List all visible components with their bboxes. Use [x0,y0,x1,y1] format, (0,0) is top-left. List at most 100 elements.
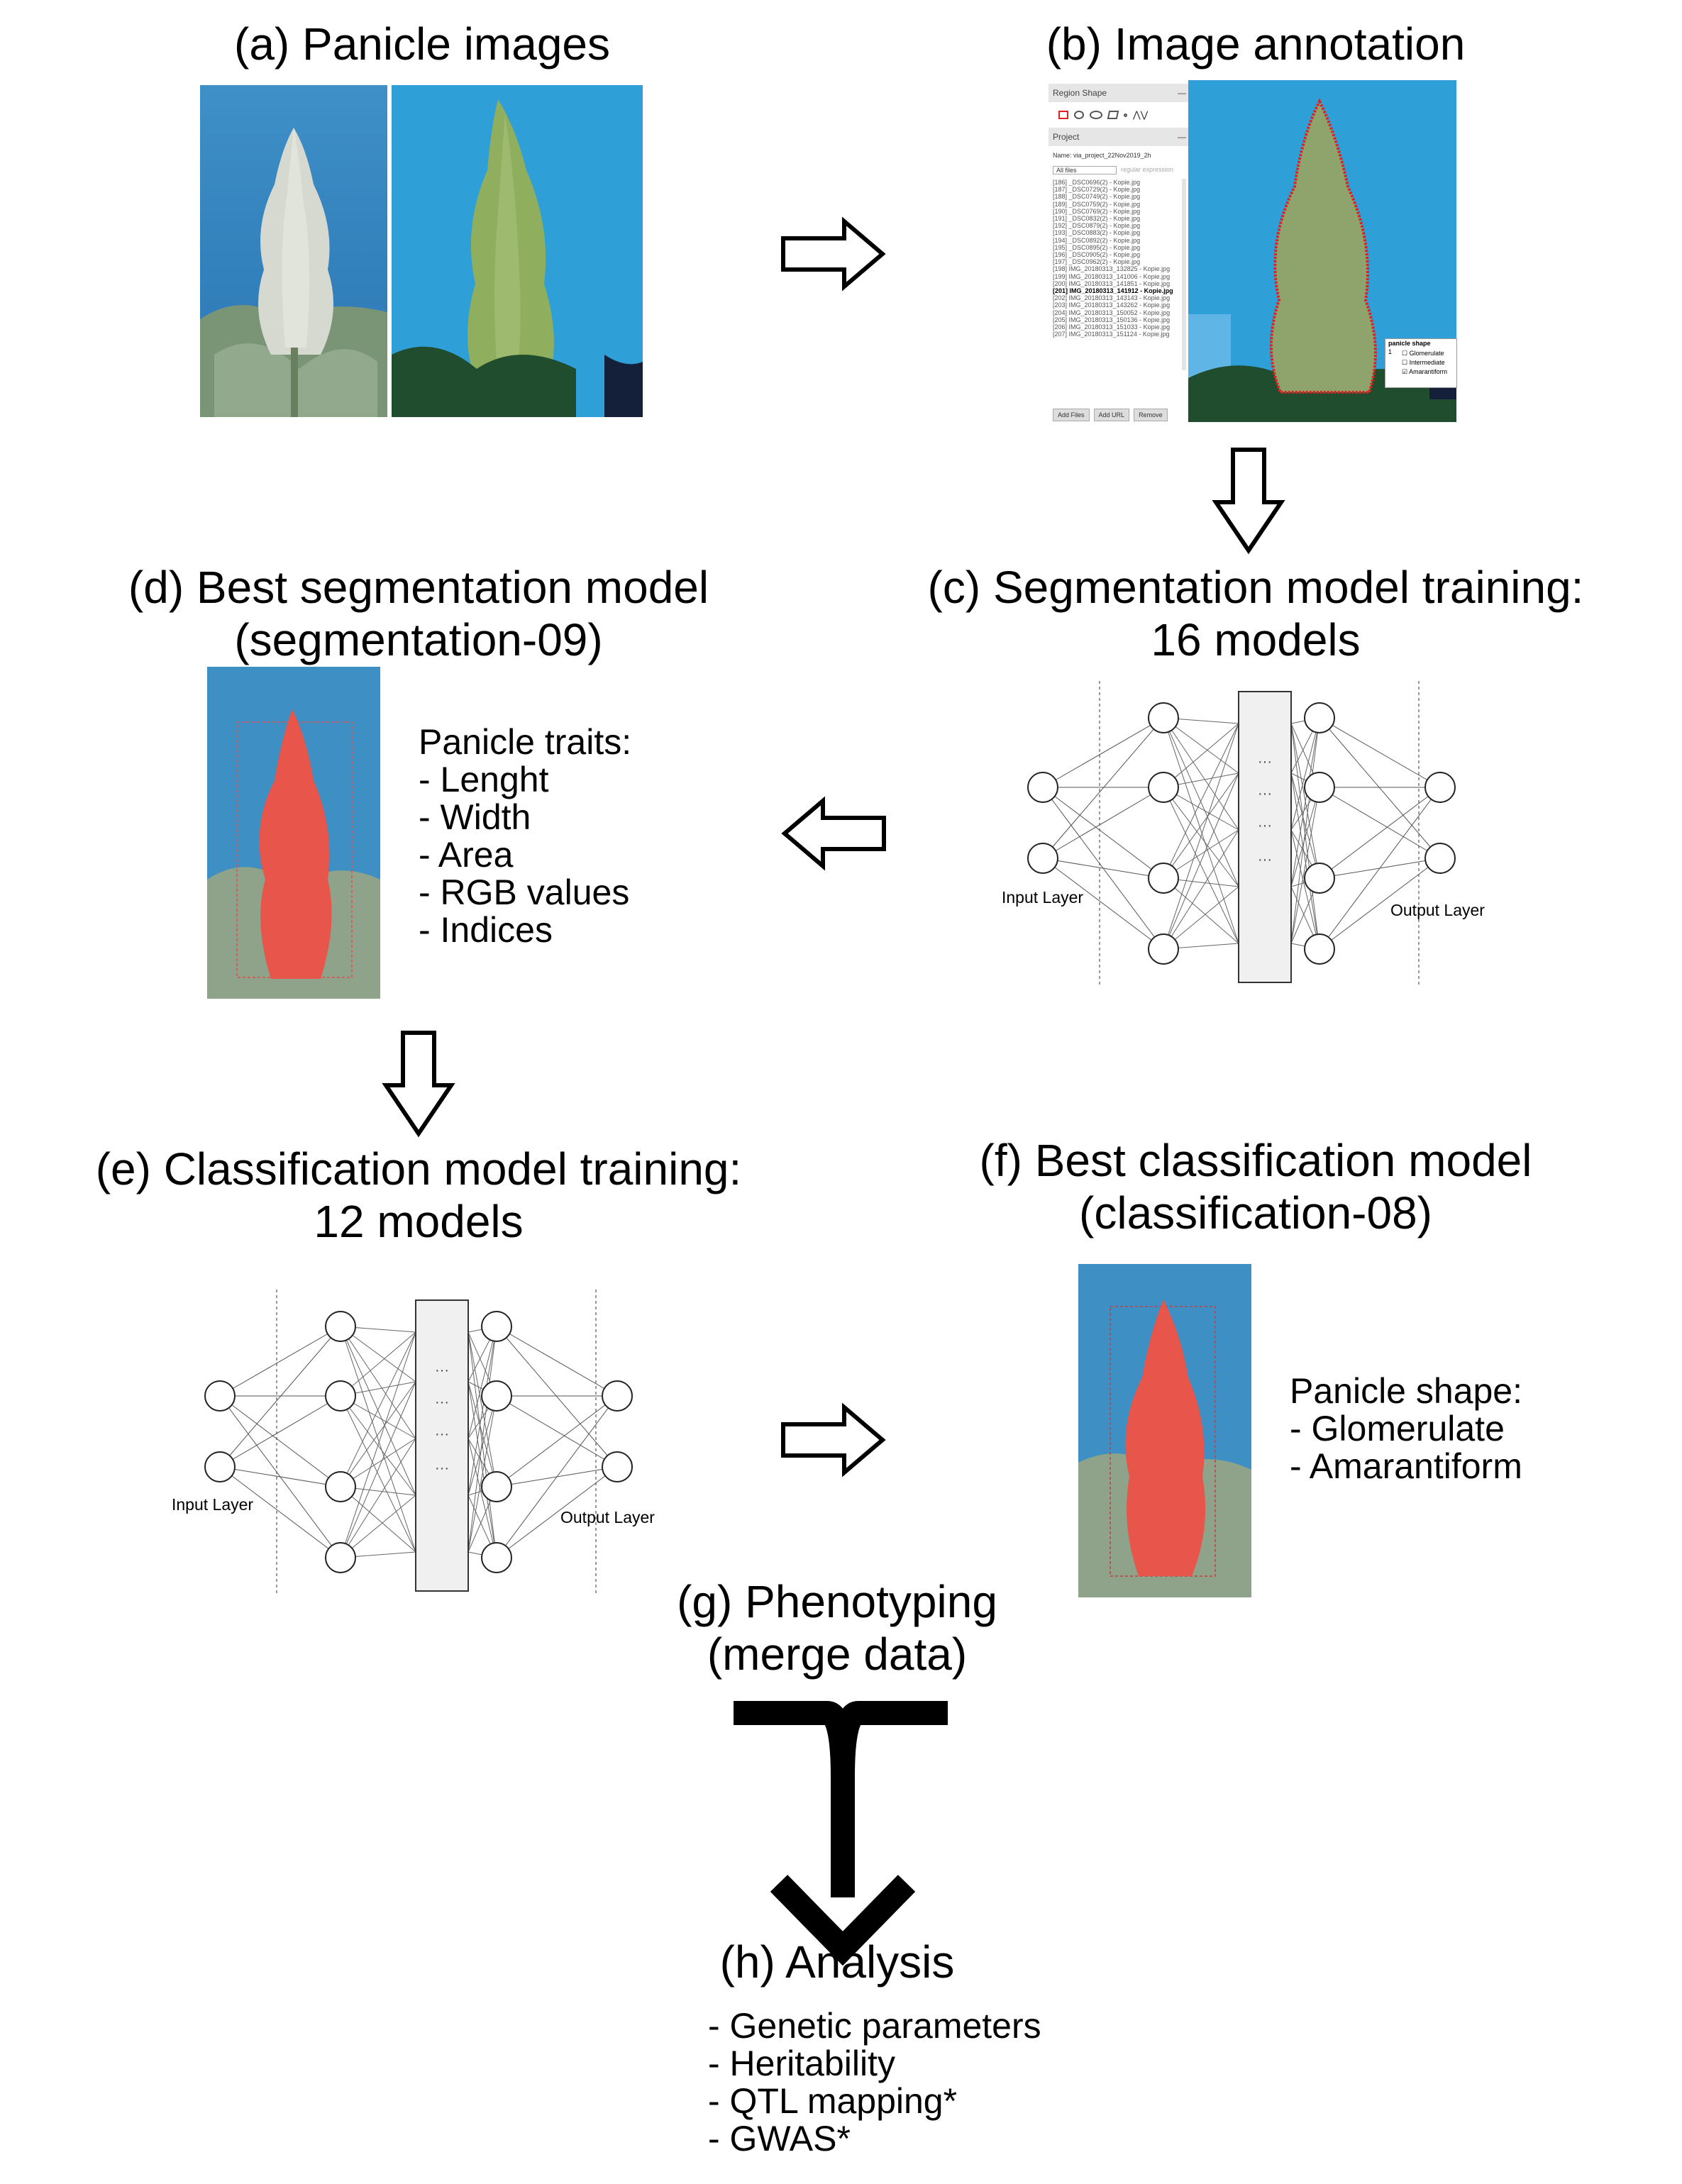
file-list-item[interactable]: [189] _DSC0759(2) - Kopie.jpg [1053,200,1141,208]
connection-line [1163,772,1239,879]
panicle-photo-green [392,85,643,417]
panel-d-title-line1: (d) Best segmentation model [128,562,709,613]
connection-line [340,1326,416,1439]
file-list-item[interactable]: [199] IMG_20180313_141006 - Kopie.jpg [1053,272,1171,280]
connection-line [1319,858,1441,950]
collapse-icon[interactable]: — [1178,88,1186,98]
hidden-layers-box [415,1299,469,1592]
connection-line [1042,787,1164,879]
connection-line [1319,717,1441,788]
file-list-item[interactable]: [192] _DSC0879(2) - Kopie.jpg [1053,222,1141,230]
analysis-item: - Heritability [708,2044,895,2083]
neural-network-diagram-c: ··· ··· ··· ··· [1027,681,1456,986]
file-filter-row: All files regular expression [1049,165,1190,179]
file-list-item[interactable]: [204] IMG_20180313_150052 - Kopie.jpg [1053,309,1171,316]
file-list[interactable]: [186] _DSC0696(2) - Kopie.jpg [187] _DSC0… [1049,179,1186,370]
connection-line [1163,772,1239,950]
connection-line [1290,787,1320,887]
nn-e-output-label: Output Layer [560,1508,655,1526]
connection-line [467,1395,497,1553]
add-url-button[interactable]: Add URL [1093,409,1130,421]
file-list-item[interactable]: [193] _DSC0883(2) - Kopie.jpg [1053,229,1141,237]
remove-button[interactable]: Remove [1134,409,1168,421]
project-name-row: Name: via_project_22Nov2019_2h [1049,146,1190,165]
connection-line [467,1395,497,1496]
file-list-item[interactable]: [205] IMG_20180313_150136 - Kopie.jpg [1053,316,1171,323]
file-list-item[interactable]: [203] IMG_20180313_143262 - Kopie.jpg [1053,301,1171,309]
merge-arrow [734,1701,948,1966]
attribute-row-number: 1 [1388,348,1393,355]
connection-line [467,1381,497,1487]
region-shape-header[interactable]: Region Shape — [1049,84,1190,102]
arrow-left-c-to-d [781,796,886,871]
hidden-node [325,1542,356,1573]
add-files-button[interactable]: Add Files [1053,409,1090,421]
connection-line [340,1326,416,1553]
connection-line [1163,877,1239,944]
ellipsis-mark: ··· [435,1426,449,1442]
file-list-item[interactable]: [197] _DSC0962(2) - Kopie.jpg [1053,258,1141,266]
file-list-item[interactable]: [201] IMG_20180313_141912 - Kopie.jpg [1053,287,1173,295]
arrow-down-d-to-e [382,1031,455,1138]
file-list-item[interactable]: [188] _DSC0749(2) - Kopie.jpg [1053,193,1141,201]
file-list-item[interactable]: [207] IMG_20180313_151124 - Kopie.jpg [1053,331,1170,338]
connection-line [1042,717,1164,859]
file-list-item[interactable]: [194] _DSC0892(2) - Kopie.jpg [1053,236,1141,244]
file-list-item[interactable]: [196] _DSC0905(2) - Kopie.jpg [1053,251,1141,259]
connection-line [1163,717,1239,887]
connection-line [340,1331,416,1397]
classification-result-image [1078,1264,1251,1597]
ellipsis-mark: ··· [1258,754,1272,770]
attribute-option[interactable]: ☑ Amarantiform [1402,368,1448,375]
project-name-label: Name: [1053,152,1072,159]
polygon-shape-icon[interactable] [1107,111,1119,119]
nn-c-input-label: Input Layer [1002,888,1084,907]
attribute-header: panicle shape [1388,340,1431,347]
regex-filter-input[interactable]: regular expression [1121,166,1174,173]
file-list-item[interactable]: [195] _DSC0895(2) - Kopie.jpg [1053,243,1141,251]
file-list-item[interactable]: [191] _DSC0832(2) - Kopie.jpg [1053,215,1141,223]
file-list-item[interactable]: [186] _DSC0696(2) - Kopie.jpg [1053,179,1141,186]
file-list-item[interactable]: [198] IMG_20180313_132825 - Kopie.jpg [1053,265,1171,273]
connection-line [496,1395,618,1468]
file-list-item[interactable]: [200] IMG_20180313_141851 - Kopie.jpg [1053,279,1171,287]
connection-line [340,1381,416,1487]
ellipse-shape-icon[interactable] [1090,111,1102,119]
file-list-item[interactable]: [202] IMG_20180313_143143 - Kopie.jpg [1053,294,1171,302]
trait-item: - RGB values [419,872,630,912]
circle-shape-icon[interactable] [1074,111,1084,119]
collapse-icon[interactable]: — [1178,132,1186,142]
input-node [1027,843,1058,874]
polyline-shape-icon[interactable]: ⋀⋁ [1133,109,1149,120]
connection-line [340,1438,416,1558]
arrow-right-a-to-b [781,216,886,292]
connection-line [1163,886,1239,950]
file-list-item[interactable]: [206] IMG_20180313_151033 - Kopie.jpg [1053,323,1171,331]
file-list-item[interactable]: [187] _DSC0729(2) - Kopie.jpg [1053,186,1141,194]
hidden-node [325,1471,356,1502]
connection-line [496,1395,618,1558]
connection-line [340,1381,416,1558]
panicle-shape-list: Panicle shape: - Glomerulate - Amarantif… [1290,1373,1522,1485]
trait-item: - Width [419,797,531,837]
panel-e-title-line2: 12 models [314,1195,524,1247]
analysis-item: - GWAS* [708,2119,851,2158]
connection-line [1319,717,1441,859]
nn-e-input-label: Input Layer [172,1495,254,1514]
region-shape-toolbar: ⋀⋁ [1049,102,1190,128]
panel-f-title-line1: (f) Best classification model [979,1135,1532,1186]
file-filter-select[interactable]: All files [1053,166,1117,174]
output-node [1424,843,1456,874]
shape-item: - Amarantiform [1290,1446,1522,1486]
shape-item: - Glomerulate [1290,1409,1505,1448]
file-list-item[interactable]: [190] _DSC0769(2) - Kopie.jpg [1053,207,1141,215]
connection-line [219,1395,341,1487]
project-header[interactable]: Project — [1049,128,1190,146]
rectangle-shape-icon[interactable] [1058,111,1068,119]
trait-item: - Area [419,835,514,875]
attribute-option[interactable]: ☐ Intermediate [1402,359,1445,366]
attribute-option[interactable]: ☐ Glomerulate [1402,350,1444,357]
point-shape-icon[interactable] [1124,113,1127,117]
project-name-field[interactable]: via_project_22Nov2019_2h [1073,152,1151,159]
connection-line [1042,787,1164,859]
